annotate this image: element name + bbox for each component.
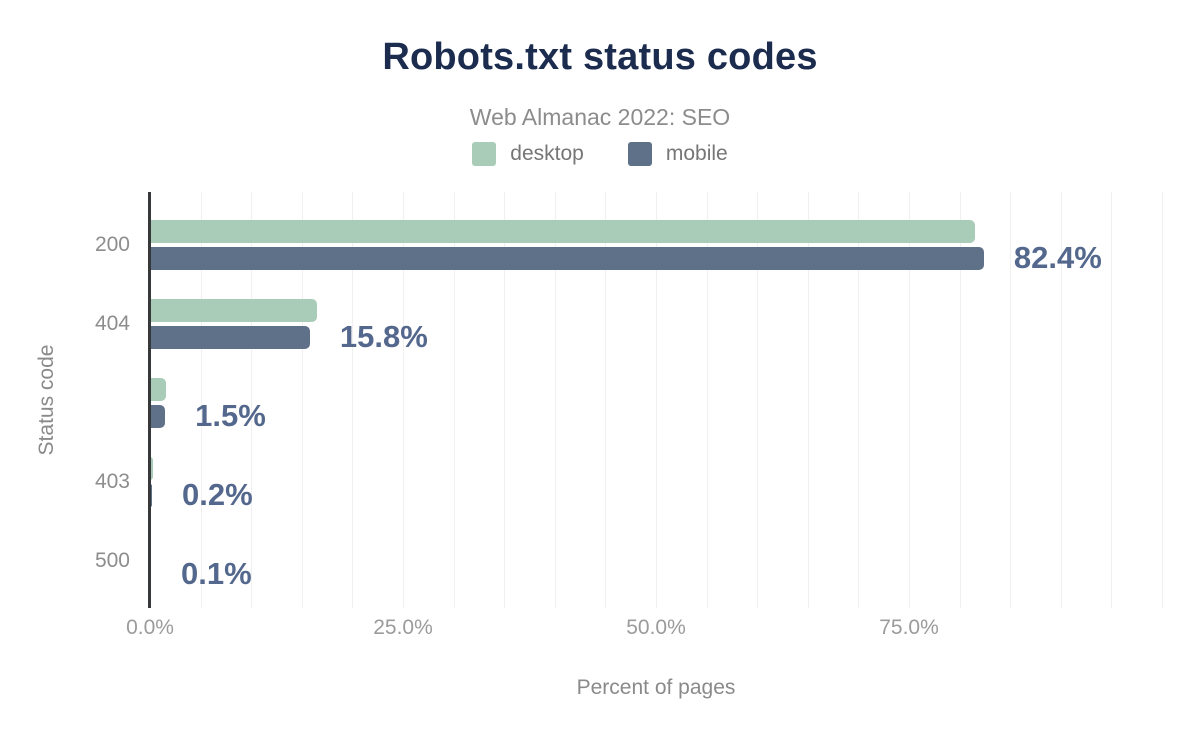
chart-subtitle: Web Almanac 2022: SEO <box>469 104 731 130</box>
gridline <box>807 192 809 608</box>
category-axis-labels: 200 404 403 500 <box>0 192 130 608</box>
gridline <box>1010 192 1012 608</box>
gridline <box>554 192 556 608</box>
mobile-bar-blank[interactable] <box>150 404 166 428</box>
gridline <box>656 192 657 608</box>
category-label: 200 <box>94 232 130 256</box>
gridline <box>1111 192 1113 608</box>
gridline <box>909 192 910 608</box>
x-axis-title: Percent of pages <box>576 676 736 699</box>
value-label: 1.5% <box>195 398 266 433</box>
legend-label-desktop: desktop <box>510 142 584 165</box>
value-label: 15.8% <box>339 319 428 354</box>
gridline <box>605 192 607 608</box>
gridline <box>200 192 202 608</box>
gridline <box>403 192 404 608</box>
gridline <box>352 192 354 608</box>
legend-item-desktop: desktop <box>472 142 584 166</box>
value-label: 0.1% <box>181 556 252 591</box>
x-tick-label: 75.0% <box>879 616 939 639</box>
gridline <box>1162 192 1163 608</box>
desktop-bar-500[interactable] <box>150 536 151 559</box>
y-axis-line <box>148 192 151 608</box>
mobile-bar-200[interactable] <box>150 246 984 270</box>
plot-area: 82.4% 15.8% 1.5% 0.2% 0.1% <box>148 192 1163 608</box>
desktop-bar-200[interactable] <box>150 220 975 243</box>
desktop-bar-403[interactable] <box>150 457 154 480</box>
mobile-bar-404[interactable] <box>150 325 310 349</box>
mobile-swatch-icon <box>627 142 652 166</box>
mobile-bar-403[interactable] <box>150 483 153 507</box>
desktop-swatch-icon <box>472 142 497 166</box>
x-tick-label: 50.0% <box>626 616 686 639</box>
gridline <box>757 192 759 608</box>
chart-title: Robots.txt status codes <box>382 36 818 78</box>
x-axis-tick-labels: 0.0% 25.0% 50.0% 75.0% <box>126 616 1162 644</box>
gridline <box>504 192 506 608</box>
legend-item-mobile: mobile <box>627 142 728 166</box>
gridline <box>858 192 860 608</box>
value-label: 0.2% <box>182 477 253 512</box>
gridline <box>301 192 303 608</box>
gridline <box>1060 192 1062 608</box>
legend-label-mobile: mobile <box>665 142 728 165</box>
gridline <box>706 192 708 608</box>
mobile-bar-500[interactable] <box>150 562 151 586</box>
category-label: 500 <box>94 548 130 572</box>
gridline <box>959 192 961 608</box>
category-label: 404 <box>94 311 130 335</box>
legend: desktop mobile <box>0 142 1200 166</box>
gridline <box>251 192 253 608</box>
value-label: 82.4% <box>1013 240 1102 275</box>
x-tick-label: 0.0% <box>126 616 174 639</box>
desktop-bar-404[interactable] <box>150 299 317 322</box>
desktop-bar-blank[interactable] <box>150 378 167 401</box>
category-label: 403 <box>94 469 130 493</box>
gridline <box>453 192 455 608</box>
x-tick-label: 25.0% <box>373 616 433 639</box>
